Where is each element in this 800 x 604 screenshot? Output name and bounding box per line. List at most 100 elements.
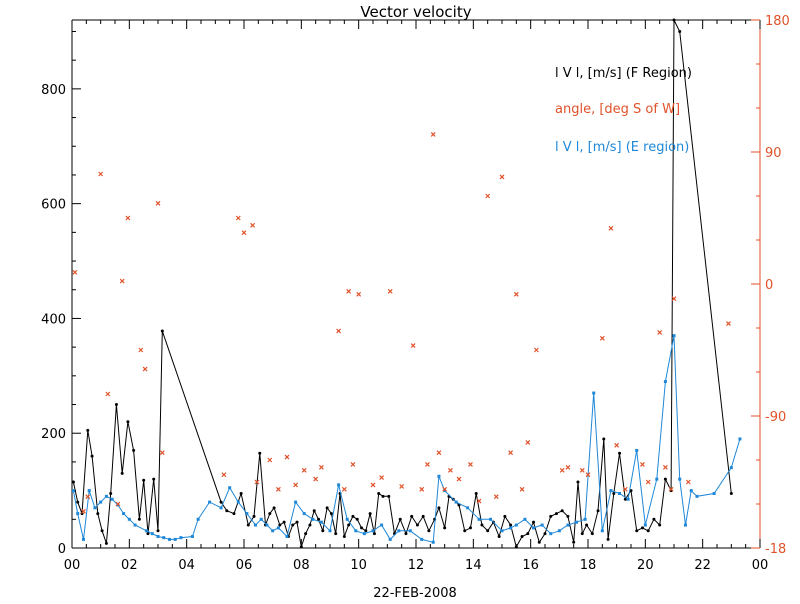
data-point — [526, 532, 530, 536]
data-point — [250, 222, 256, 228]
data-point — [646, 529, 650, 533]
data-point — [565, 464, 571, 470]
data-point — [420, 537, 424, 541]
data-point — [81, 537, 85, 541]
legend: l V l, [m/s] (F Region) angle, [deg S of … — [555, 66, 692, 155]
data-point — [635, 448, 639, 452]
data-point — [583, 517, 587, 521]
data-point — [609, 489, 613, 493]
data-point — [142, 366, 148, 372]
data-point — [509, 526, 513, 530]
data-point — [329, 512, 333, 516]
data-point — [72, 269, 78, 275]
data-point — [311, 517, 315, 521]
data-point — [608, 225, 614, 231]
data-point — [537, 540, 541, 544]
data-point — [533, 347, 539, 353]
data-point — [559, 467, 565, 473]
data-point — [126, 420, 130, 424]
data-point — [71, 480, 75, 484]
data-point — [477, 517, 481, 521]
data-point — [671, 296, 677, 302]
data-point — [672, 334, 676, 338]
x-tick-label: 12 — [408, 558, 425, 573]
data-point — [317, 517, 321, 521]
legend-entry: angle, [deg S of W] — [555, 102, 680, 117]
data-point — [454, 500, 458, 504]
data-point — [712, 491, 716, 495]
data-point — [658, 523, 662, 527]
data-point — [635, 529, 639, 533]
x-tick-label: 00 — [64, 558, 81, 573]
data-point — [325, 506, 329, 510]
series-1 — [72, 131, 731, 514]
legend-entry: l V l, [m/s] (E region) — [555, 140, 689, 155]
data-point — [618, 451, 622, 455]
data-point — [104, 494, 108, 498]
data-point — [228, 486, 232, 490]
data-point — [152, 477, 156, 481]
data-point — [514, 523, 518, 527]
data-point — [146, 532, 150, 536]
data-point — [600, 529, 604, 533]
series-2 — [71, 334, 742, 544]
data-point — [239, 491, 243, 495]
x-tick-label: 02 — [121, 558, 138, 573]
data-point — [499, 174, 505, 180]
y2-tick-label: 0 — [765, 278, 773, 293]
data-point — [93, 506, 97, 510]
data-point — [652, 517, 656, 521]
data-point — [497, 535, 501, 539]
data-point — [566, 514, 570, 518]
data-point — [519, 486, 525, 492]
data-point — [585, 523, 589, 527]
data-point — [431, 540, 435, 544]
data-point — [272, 506, 276, 510]
data-point — [399, 483, 405, 489]
data-point — [602, 437, 606, 441]
data-point — [683, 523, 687, 527]
data-point — [119, 278, 125, 284]
data-point — [618, 491, 622, 495]
data-point — [345, 517, 349, 521]
data-point — [104, 541, 108, 545]
data-point — [678, 477, 682, 481]
data-point — [408, 529, 412, 533]
data-point — [221, 472, 227, 478]
data-point — [268, 512, 272, 516]
data-point — [489, 517, 493, 521]
data-point — [219, 500, 223, 504]
data-point — [162, 536, 166, 540]
data-point — [87, 489, 91, 493]
data-point — [614, 442, 620, 448]
data-point — [606, 537, 610, 541]
data-point — [476, 498, 482, 504]
data-point — [252, 514, 256, 518]
data-point — [663, 380, 667, 384]
data-point — [575, 520, 579, 524]
data-point — [443, 489, 447, 493]
data-point — [532, 526, 536, 530]
data-point — [235, 215, 241, 221]
data-point — [318, 464, 324, 470]
plot-area — [71, 18, 742, 549]
data-point — [245, 512, 249, 516]
x-tick-label: 08 — [293, 558, 310, 573]
data-point — [643, 523, 647, 527]
data-point — [572, 540, 576, 544]
data-point — [456, 476, 462, 482]
data-point — [404, 532, 408, 536]
data-point — [299, 545, 303, 549]
data-point — [96, 512, 100, 516]
data-point — [276, 526, 280, 530]
data-point — [145, 529, 149, 533]
data-point — [645, 479, 651, 485]
data-point — [159, 450, 165, 456]
data-point — [312, 509, 316, 513]
x-tick-label: 14 — [465, 558, 482, 573]
data-point — [662, 464, 668, 470]
data-point — [246, 523, 250, 527]
data-point — [351, 514, 355, 518]
